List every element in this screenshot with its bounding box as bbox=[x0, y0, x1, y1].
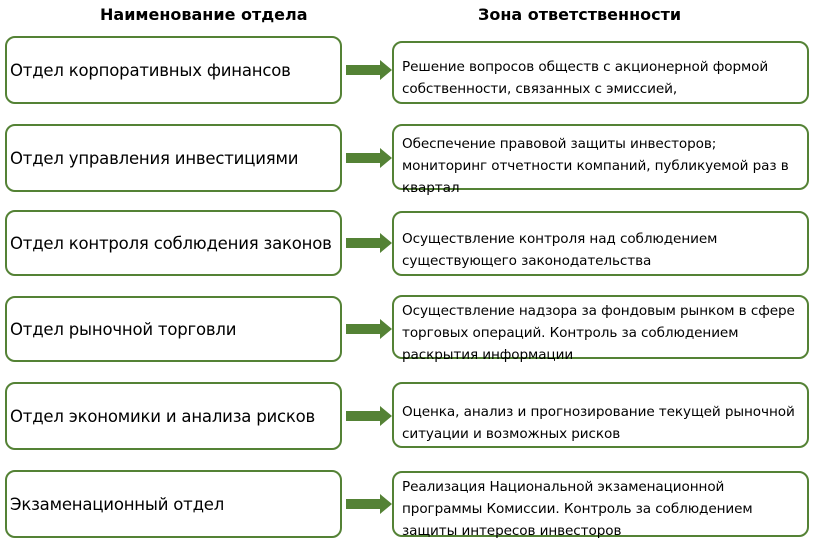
arrow-right-icon bbox=[346, 494, 392, 514]
arrow-right-icon bbox=[346, 406, 392, 426]
responsibility-text: Оценка, анализ и прогнозирование текущей… bbox=[402, 404, 795, 442]
arrow-right-icon bbox=[346, 319, 392, 339]
responsibility-text: Осуществление контроля над соблюдением с… bbox=[402, 231, 718, 269]
responsibility-text: Обеспечение правовой защиты инвесторов; … bbox=[402, 136, 789, 196]
arrow-right-icon bbox=[346, 60, 392, 80]
responsibility-text: Решение вопросов обществ с акционерной ф… bbox=[402, 59, 769, 97]
department-name: Отдел корпоративных финансов bbox=[10, 60, 291, 80]
department-box: Отдел экономики и анализа рисков bbox=[5, 382, 342, 450]
header-responsibility: Зона ответственности bbox=[478, 5, 682, 24]
responsibility-box: Решение вопросов обществ с акционерной ф… bbox=[392, 41, 809, 104]
department-name: Отдел управления инвестициями bbox=[10, 148, 299, 168]
responsibility-box: Реализация Национальной экзаменационной … bbox=[392, 471, 809, 539]
header-department: Наименование отдела bbox=[100, 5, 308, 24]
department-box: Отдел управления инвестициями bbox=[5, 124, 342, 192]
department-box: Отдел рыночной торговли bbox=[5, 296, 342, 362]
department-box: Отдел контроля соблюдения законов bbox=[5, 210, 342, 276]
responsibility-box: Обеспечение правовой защиты инвесторов; … bbox=[392, 124, 809, 196]
department-name: Экзаменационный отдел bbox=[10, 494, 225, 514]
responsibility-box: Оценка, анализ и прогнозирование текущей… bbox=[392, 382, 809, 448]
responsibility-text: Осуществление надзора за фондовым рынком… bbox=[402, 303, 795, 363]
department-name: Отдел контроля соблюдения законов bbox=[10, 233, 332, 253]
responsibility-text: Реализация Национальной экзаменационной … bbox=[402, 479, 753, 539]
department-name: Отдел экономики и анализа рисков bbox=[10, 406, 316, 426]
department-box: Экзаменационный отдел bbox=[5, 470, 342, 538]
responsibility-box: Осуществление контроля над соблюдением с… bbox=[392, 211, 809, 276]
arrow-right-icon bbox=[346, 233, 392, 253]
responsibility-box: Осуществление надзора за фондовым рынком… bbox=[392, 295, 809, 363]
department-box: Отдел корпоративных финансов bbox=[5, 36, 342, 104]
arrow-right-icon bbox=[346, 148, 392, 168]
department-name: Отдел рыночной торговли bbox=[10, 319, 237, 339]
